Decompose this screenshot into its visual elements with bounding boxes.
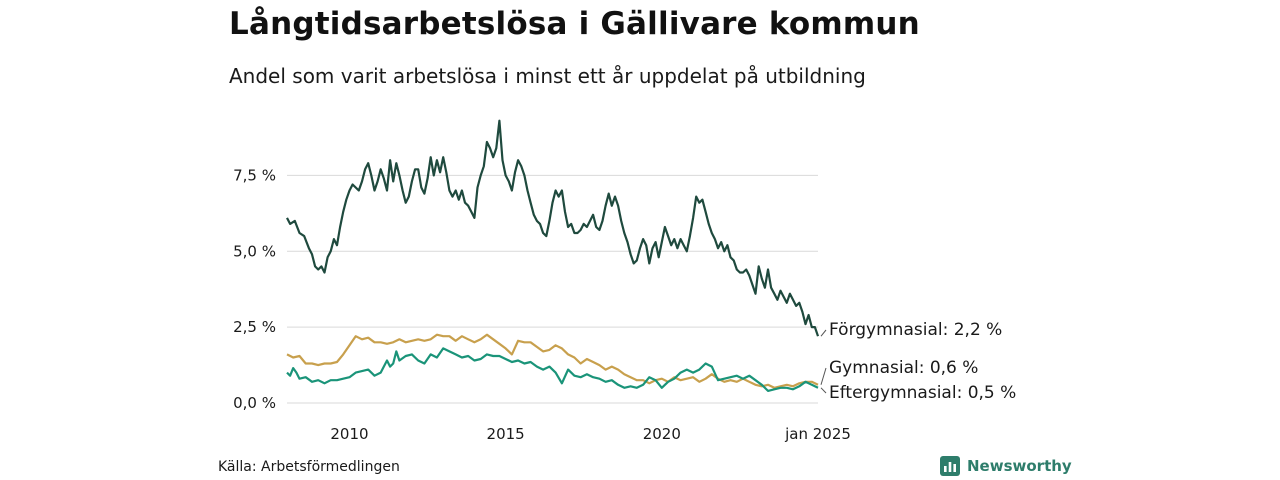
series-line-eftergymnasial — [286, 347, 819, 392]
end-label-connector — [820, 387, 827, 394]
y-axis-ticks: 0,0 % 2,5 % 5,0 % 7,5 % — [233, 166, 276, 412]
end-label-eftergymnasial: Eftergymnasial: 0,5 % — [829, 383, 1016, 403]
x-tick-label: 2020 — [643, 425, 681, 443]
source-note: Källa: Arbetsförmedlingen — [218, 459, 400, 475]
x-axis-ticks: 2010 2015 2020 jan 2025 — [330, 425, 851, 443]
series-line-förgymnasial — [286, 119, 820, 337]
x-tick-label: 2015 — [487, 425, 525, 443]
y-tick-label: 2,5 % — [233, 318, 276, 336]
end-labels: Förgymnasial: 2,2 % Gymnasial: 0,6 % Efter… — [820, 320, 1016, 403]
chart-subtitle: Andel som varit arbetslösa i minst ett å… — [229, 64, 866, 88]
y-tick-label: 7,5 % — [233, 166, 276, 184]
end-label-connector — [820, 329, 827, 337]
newsworthy-icon — [940, 456, 960, 476]
chart-title: Långtidsarbetslösa i Gällivare kommun — [229, 6, 920, 42]
end-label-förgymnasial: Förgymnasial: 2,2 % — [829, 320, 1002, 340]
end-label-gymnasial: Gymnasial: 0,6 % — [829, 358, 978, 378]
brand-logo[interactable]: Newsworthy — [940, 456, 1072, 476]
brand-name: Newsworthy — [967, 457, 1072, 475]
series-lines — [286, 119, 820, 392]
y-tick-label: 5,0 % — [233, 242, 276, 260]
x-tick-label: 2010 — [330, 425, 368, 443]
end-label-connector — [820, 367, 827, 385]
y-tick-label: 0,0 % — [233, 394, 276, 412]
x-tick-label: jan 2025 — [784, 425, 851, 443]
series-line-gymnasial — [286, 333, 819, 389]
